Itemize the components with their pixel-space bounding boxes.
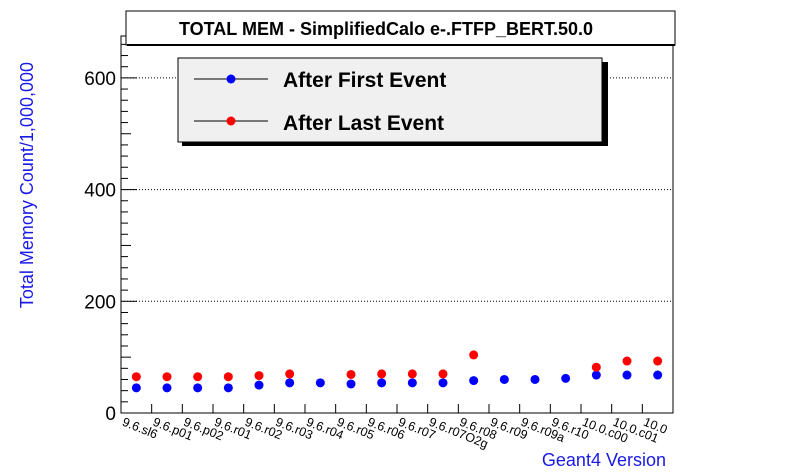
point-first-event — [131, 383, 141, 393]
point-last-event — [622, 356, 632, 366]
point-first-event — [622, 370, 632, 380]
legend-entry-last-event: After Last Event — [194, 112, 444, 135]
point-last-event — [346, 369, 356, 379]
legend-entry-first-event: After First Event — [194, 69, 446, 92]
point-last-event — [285, 369, 295, 379]
y-tick-label: 0 — [105, 404, 116, 425]
point-first-event — [561, 373, 571, 383]
point-last-event — [162, 372, 172, 382]
point-first-event — [285, 378, 295, 388]
point-first-event — [377, 378, 387, 388]
point-first-event — [407, 378, 417, 388]
point-first-event — [162, 383, 172, 393]
point-first-event — [530, 374, 540, 384]
y-axis: 0 200 400 600 — [84, 43, 137, 425]
point-last-event — [591, 362, 601, 372]
legend: After First Event After Last Event — [177, 57, 608, 146]
point-first-event — [469, 376, 479, 386]
legend-label-last-event: After Last Event — [283, 112, 444, 135]
legend-label-first-event: After First Event — [283, 69, 446, 92]
x-axis-label: Geant4 Version — [542, 450, 666, 470]
point-first-event — [254, 380, 264, 390]
point-last-event — [407, 369, 417, 379]
point-last-event — [469, 350, 479, 360]
point-first-event — [438, 378, 448, 388]
point-last-event — [438, 369, 448, 379]
point-first-event — [315, 378, 325, 388]
data-points — [131, 350, 663, 393]
y-tick-label: 400 — [84, 181, 116, 202]
point-last-event — [254, 371, 264, 381]
point-last-event — [377, 369, 387, 379]
legend-marker-first-event — [226, 74, 236, 84]
point-first-event — [346, 379, 356, 389]
point-last-event — [131, 372, 141, 382]
point-first-event — [591, 370, 601, 380]
y-tick-label: 200 — [84, 292, 116, 313]
point-first-event — [653, 370, 663, 380]
chart-title: TOTAL MEM - SimplifiedCalo e-.FTFP_BERT.… — [179, 19, 593, 39]
point-last-event — [193, 372, 203, 382]
legend-marker-last-event — [226, 116, 236, 126]
chart-title-box: TOTAL MEM - SimplifiedCalo e-.FTFP_BERT.… — [125, 10, 676, 46]
point-last-event — [223, 372, 233, 382]
point-first-event — [223, 383, 233, 393]
point-first-event — [499, 374, 509, 384]
point-last-event — [653, 356, 663, 366]
y-tick-label: 600 — [84, 69, 116, 90]
point-first-event — [193, 383, 203, 393]
y-axis-label: Total Memory Count/1,000,000 — [17, 62, 37, 308]
